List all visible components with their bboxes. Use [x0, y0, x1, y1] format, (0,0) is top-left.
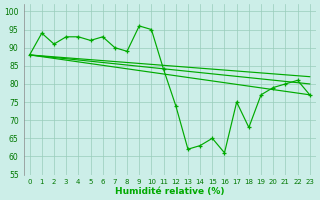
X-axis label: Humidité relative (%): Humidité relative (%) — [115, 187, 224, 196]
